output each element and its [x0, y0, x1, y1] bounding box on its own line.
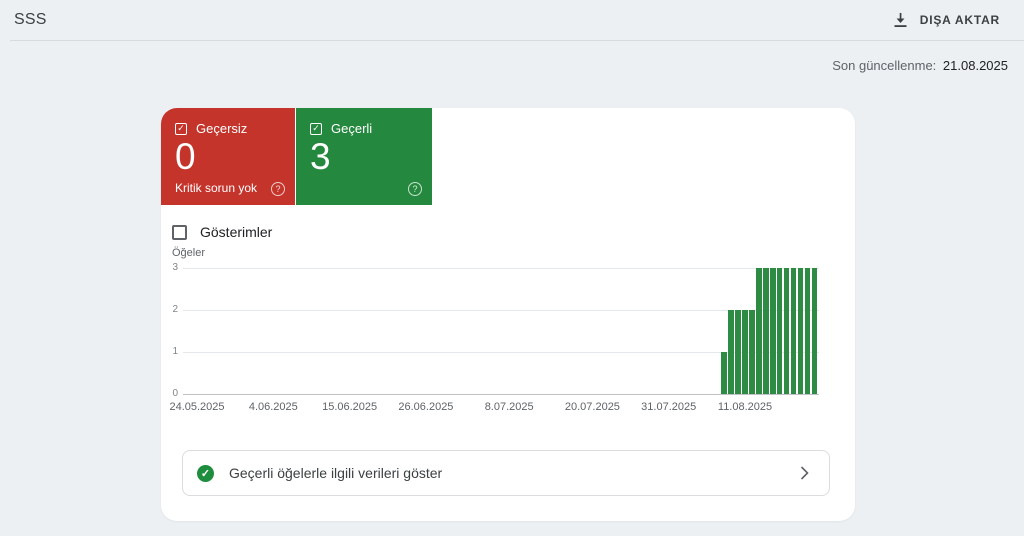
summary-row: ✓ Geçersiz 0 Kritik sorun yok ? ✓ Geçerl…: [161, 108, 432, 205]
impressions-checkbox[interactable]: [172, 224, 187, 240]
chart-bar[interactable]: [735, 310, 741, 394]
page-title: SSS: [14, 11, 47, 28]
export-button-label: DIŞA AKTAR: [919, 13, 1000, 27]
chart-bar[interactable]: [790, 268, 797, 394]
chart-y-tick-label: 3: [172, 262, 178, 273]
chart-bar[interactable]: [776, 268, 783, 394]
chart-bar[interactable]: [728, 310, 734, 394]
chart-x-tick-label: 26.06.2025: [398, 401, 454, 413]
chart-bar[interactable]: [749, 310, 755, 394]
export-button[interactable]: DIŞA AKTAR: [892, 9, 1002, 32]
chart-bar[interactable]: [811, 268, 818, 394]
chart-gridline: [183, 310, 819, 311]
chart-gridline: [183, 352, 819, 353]
chart-bar[interactable]: [804, 268, 811, 394]
help-icon[interactable]: ?: [271, 182, 285, 196]
download-icon: [894, 12, 907, 28]
header-divider: [10, 40, 1024, 41]
impressions-checkbox-row[interactable]: Gösterimler: [172, 216, 272, 248]
chart-x-tick-label: 20.07.2025: [564, 401, 620, 413]
checked-checkbox-icon[interactable]: ✓: [175, 122, 187, 135]
chart-x-tick-label: 24.05.2025: [169, 401, 225, 413]
valid-check-icon: ✓: [197, 464, 214, 482]
chart-bar[interactable]: [783, 268, 790, 394]
summary-card-invalid-subtitle: Kritik sorun yok: [175, 180, 258, 195]
top-bar: SSS DIŞA AKTAR: [0, 0, 1024, 40]
summary-card-valid-header: ✓ Geçerli: [310, 121, 418, 136]
chart-x-tick-label: 4.06.2025: [248, 401, 298, 413]
chart-y-tick-label: 2: [172, 304, 178, 315]
chart-x-tick-label: 11.08.2025: [717, 401, 773, 413]
impressions-label: Gösterimler: [200, 224, 273, 240]
summary-card-invalid-label: Geçersiz: [196, 121, 248, 136]
summary-card-invalid[interactable]: ✓ Geçersiz 0 Kritik sorun yok ?: [161, 108, 295, 205]
summary-card-invalid-header: ✓ Geçersiz: [175, 121, 281, 136]
chart-gridline: [183, 394, 819, 395]
summary-card-invalid-count: 0: [175, 136, 196, 177]
chart-bar[interactable]: [770, 268, 776, 394]
valid-items-link[interactable]: ✓ Geçerli öğelerle ilgili verileri göste…: [182, 450, 830, 496]
chart-bar[interactable]: [797, 268, 804, 394]
checked-checkbox-icon[interactable]: ✓: [310, 122, 322, 135]
summary-card-valid[interactable]: ✓ Geçerli 3 ?: [296, 108, 432, 205]
last-updated-label: Son güncellenme:: [832, 58, 937, 73]
chart-bar[interactable]: [756, 268, 762, 394]
chart-bar[interactable]: [742, 310, 748, 394]
items-chart: Öğeler 3 2 1 0 24.05.2025 4.06.2025 15.06.2025…: [161, 108, 855, 521]
chart-bar[interactable]: [763, 268, 769, 394]
report-card: ✓ Geçersiz 0 Kritik sorun yok ? ✓ Geçerl…: [161, 108, 855, 521]
summary-card-valid-count: 3: [310, 136, 331, 177]
last-updated: Son güncellenme: 21.08.2025: [832, 58, 1008, 73]
chart-x-tick-label: 31.07.2025: [641, 401, 697, 413]
chart-x-tick-label: 8.07.2025: [484, 401, 534, 413]
summary-card-valid-label: Geçerli: [331, 121, 373, 136]
chart-y-tick-label: 1: [172, 346, 178, 357]
chart-y-tick-label: 0: [172, 388, 178, 399]
chart-bar[interactable]: [721, 352, 727, 394]
chart-gridline: [183, 268, 819, 269]
chevron-right-icon: [800, 466, 809, 480]
chart-x-tick-label: 15.06.2025: [322, 401, 378, 413]
last-updated-date: 21.08.2025: [942, 58, 1008, 73]
chart-y-axis-title: Öğeler: [172, 247, 206, 259]
valid-items-link-label: Geçerli öğelerle ilgili verileri göster: [229, 465, 443, 481]
help-icon[interactable]: ?: [408, 182, 422, 196]
